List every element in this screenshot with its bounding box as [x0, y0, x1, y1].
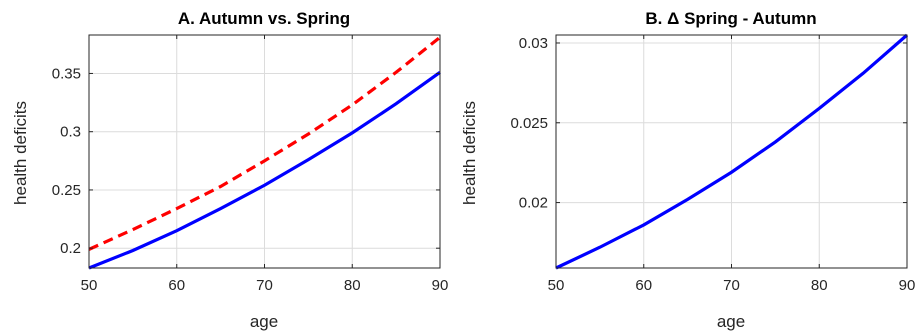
- x-tick-label: 70: [723, 277, 740, 294]
- y-axis-label: health deficits: [460, 101, 479, 205]
- x-tick-label: 60: [168, 277, 185, 294]
- x-tick-label: 80: [811, 277, 828, 294]
- y-tick-label: 0.2: [60, 240, 81, 257]
- panel-b: B. Δ Spring - Autumn age health deficits…: [460, 9, 915, 331]
- chart-title: A. Autumn vs. Spring: [178, 9, 350, 28]
- x-axis-label: age: [250, 312, 278, 331]
- y-tick-label: 0.35: [52, 65, 81, 82]
- x-axis-label: age: [717, 312, 745, 331]
- y-tick-label: 0.25: [52, 182, 81, 199]
- series-line-1: [88, 70, 441, 270]
- x-tick-label: 90: [899, 277, 916, 294]
- y-tick-label: 0.025: [510, 115, 548, 132]
- series-line-1: [555, 33, 909, 270]
- x-tick-label: 50: [81, 277, 98, 294]
- panel-a: A. Autumn vs. Spring age health deficits…: [11, 9, 448, 331]
- x-tick-label: 70: [256, 277, 273, 294]
- y-tick-label: 0.3: [60, 124, 81, 141]
- chart-title: B. Δ Spring - Autumn: [645, 9, 816, 28]
- y-tick-label: 0.02: [519, 195, 548, 212]
- x-tick-label: 50: [548, 277, 565, 294]
- series-line-2: [88, 36, 441, 251]
- y-tick-label: 0.03: [519, 35, 548, 52]
- x-tick-label: 90: [432, 277, 449, 294]
- x-tick-label: 80: [344, 277, 361, 294]
- x-tick-label: 60: [635, 277, 652, 294]
- y-axis-label: health deficits: [11, 101, 30, 205]
